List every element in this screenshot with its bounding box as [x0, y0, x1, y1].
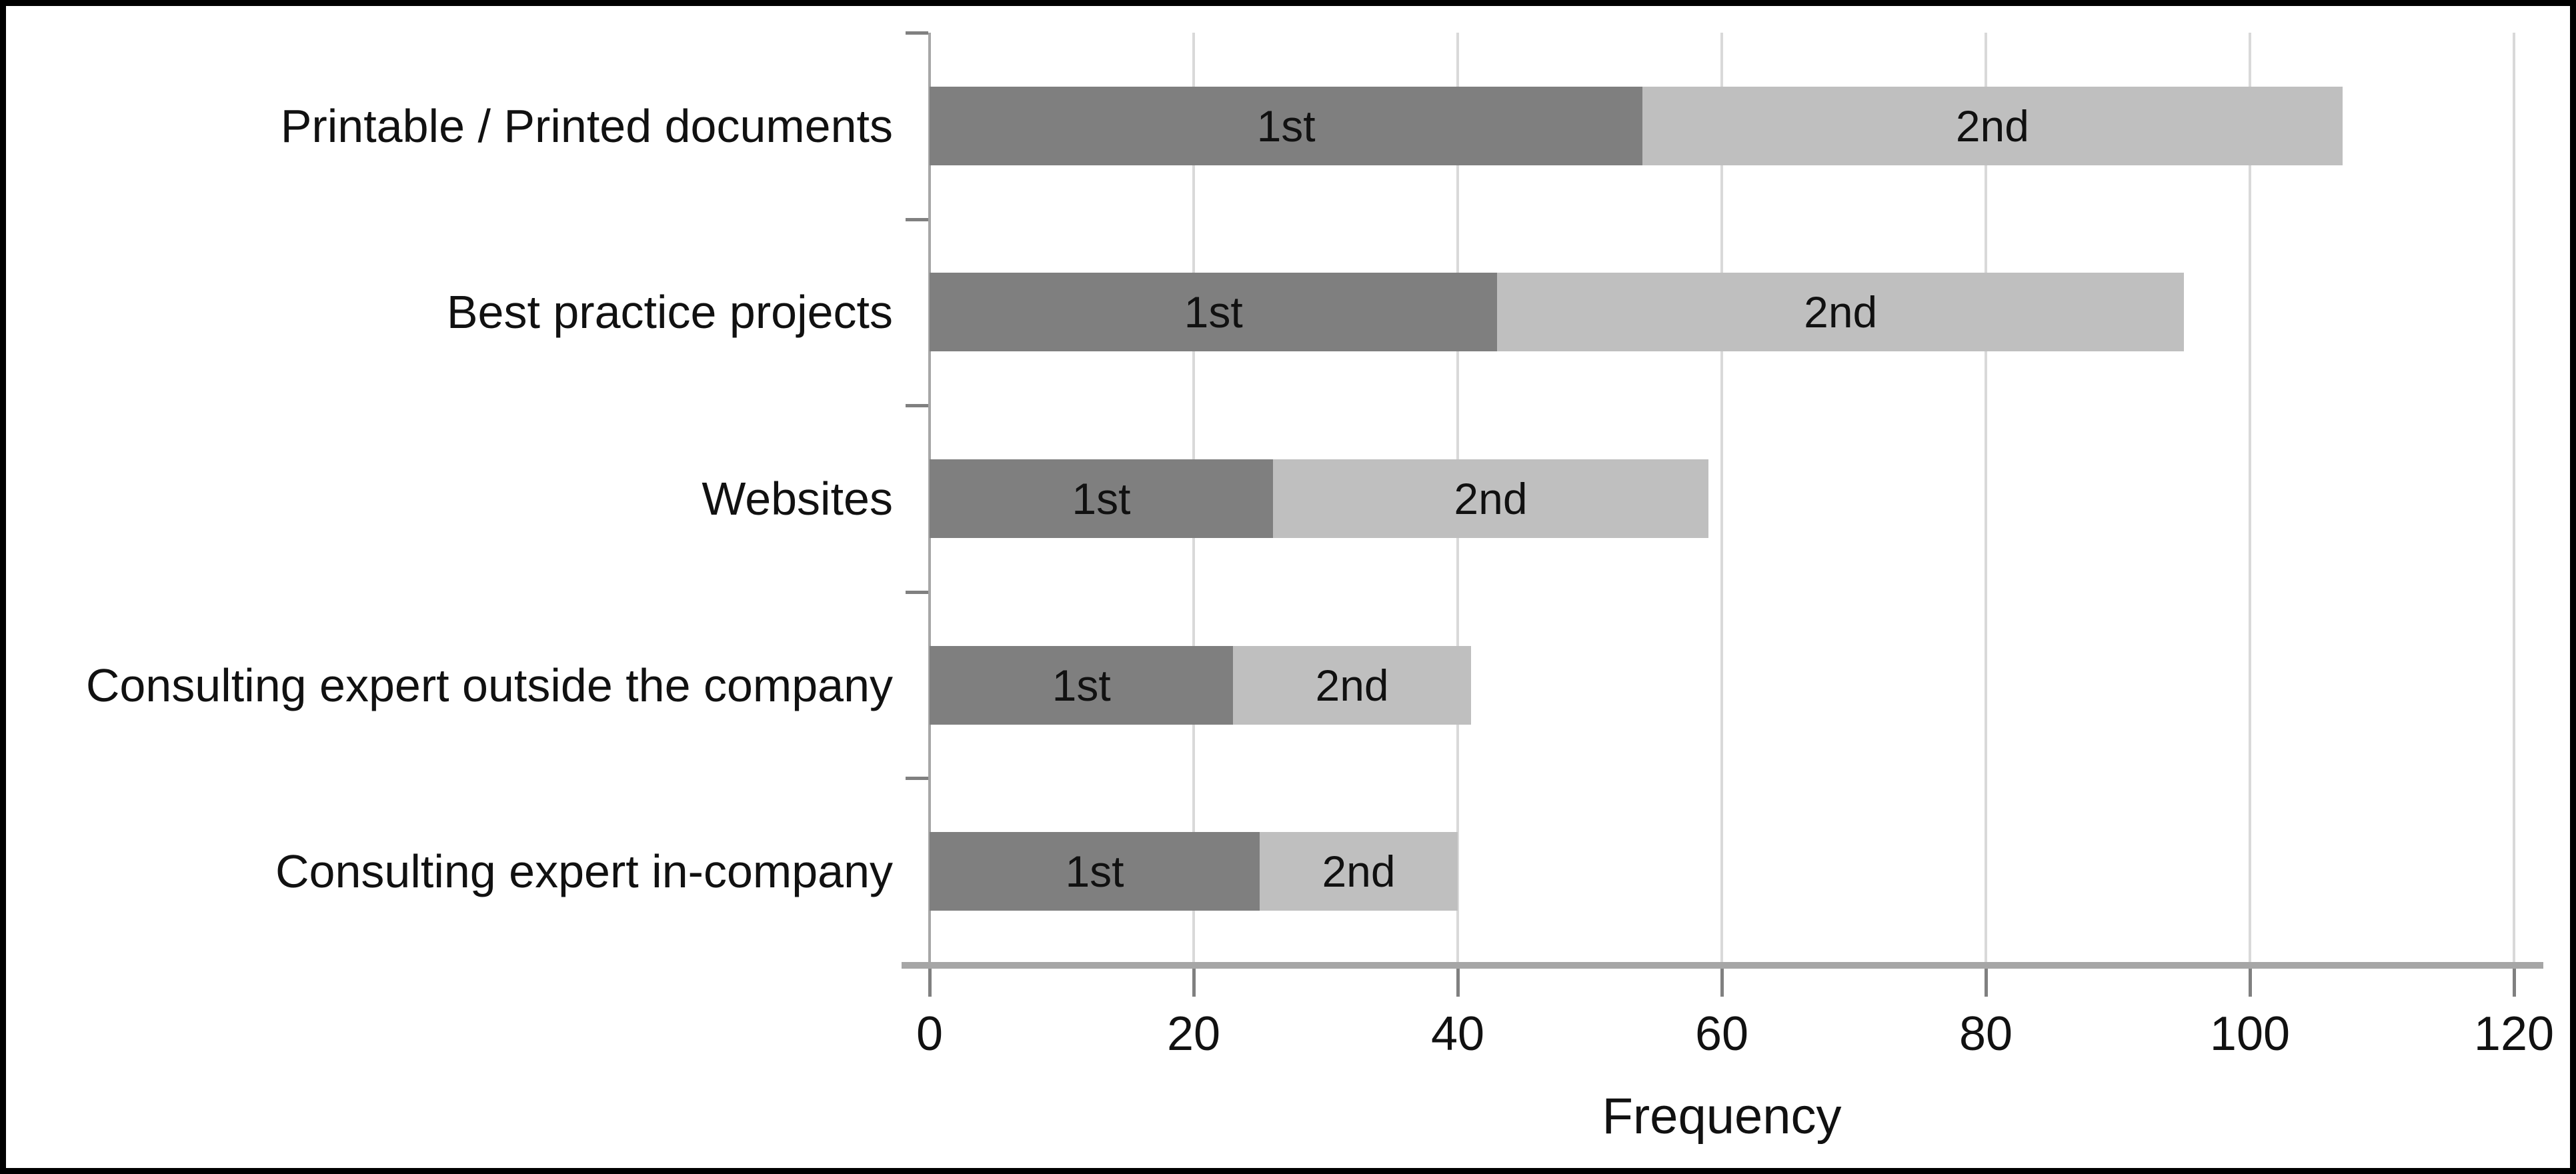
x-axis-title: Frequency	[1602, 1088, 1842, 1145]
bar-row-2: 1st 2nd	[930, 273, 2184, 352]
segment-label-1st: 1st	[1052, 660, 1111, 710]
x-axis-tick	[2513, 969, 2516, 997]
category-label: Best practice projects	[446, 286, 893, 339]
x-tick-label-40: 40	[1430, 1007, 1485, 1061]
bar-segment-2nd: 2nd	[1272, 459, 1709, 538]
gridline-x-100	[2249, 33, 2251, 965]
gridline-x-120	[2513, 33, 2515, 965]
bar-row-5: 1st 2nd	[930, 832, 1458, 911]
bar-row-3: 1st 2nd	[930, 459, 1709, 538]
x-axis-line	[902, 962, 2543, 969]
bar-segment-1st: 1st	[930, 86, 1643, 165]
bar-segment-2nd: 2nd	[1497, 273, 2184, 352]
segment-label-1st: 1st	[1072, 474, 1131, 523]
bar-segment-2nd: 2nd	[1642, 86, 2343, 165]
bar-segment-1st: 1st	[930, 832, 1260, 911]
y-axis-tick	[906, 777, 928, 781]
y-axis-tick	[906, 590, 928, 594]
gridline-x-60	[1720, 33, 1723, 965]
x-axis-tick	[2249, 969, 2252, 997]
segment-label-2nd: 2nd	[1804, 287, 1878, 337]
segment-label-2nd: 2nd	[1315, 660, 1389, 710]
x-tick-label-120: 120	[2473, 1007, 2555, 1061]
x-tick-label-0: 0	[916, 1007, 944, 1061]
bar-row-1: 1st 2nd	[930, 86, 2343, 165]
category-label: Printable / Printed documents	[280, 99, 893, 152]
bar-row-4: 1st 2nd	[930, 645, 1471, 725]
bar-segment-1st: 1st	[930, 459, 1273, 538]
gridline-x-80	[1985, 33, 1987, 965]
x-axis-tick	[1456, 969, 1460, 997]
bar-segment-2nd: 2nd	[1260, 832, 1458, 911]
y-axis-tick	[906, 217, 928, 221]
plot-area: 1st 2nd 1st 2nd 1st 2nd 1st 2nd 1st 2nd	[906, 31, 2515, 967]
x-tick-label-60: 60	[1694, 1007, 1749, 1061]
segment-label-1st: 1st	[1065, 847, 1124, 897]
x-axis-tick	[928, 969, 932, 997]
bar-segment-2nd: 2nd	[1233, 645, 1471, 725]
y-axis-tick	[906, 404, 928, 408]
bar-segment-1st: 1st	[930, 645, 1234, 725]
category-label: Consulting expert outside the company	[85, 659, 893, 711]
category-label: Consulting expert in-company	[275, 845, 893, 898]
category-label: Websites	[702, 473, 893, 525]
segment-label-1st: 1st	[1256, 101, 1316, 151]
x-axis-tick	[1192, 969, 1196, 997]
bar-segment-1st: 1st	[930, 273, 1498, 352]
segment-label-2nd: 2nd	[1454, 474, 1528, 523]
x-tick-label-20: 20	[1166, 1007, 1221, 1061]
x-tick-label-100: 100	[2209, 1007, 2291, 1061]
x-axis-tick	[1720, 969, 1724, 997]
segment-label-2nd: 2nd	[1322, 847, 1396, 897]
x-tick-label-80: 80	[1959, 1007, 2013, 1061]
segment-label-1st: 1st	[1184, 287, 1243, 337]
x-axis-tick	[1985, 969, 1988, 997]
segment-label-2nd: 2nd	[1955, 101, 2029, 151]
y-axis-tick	[906, 31, 928, 35]
